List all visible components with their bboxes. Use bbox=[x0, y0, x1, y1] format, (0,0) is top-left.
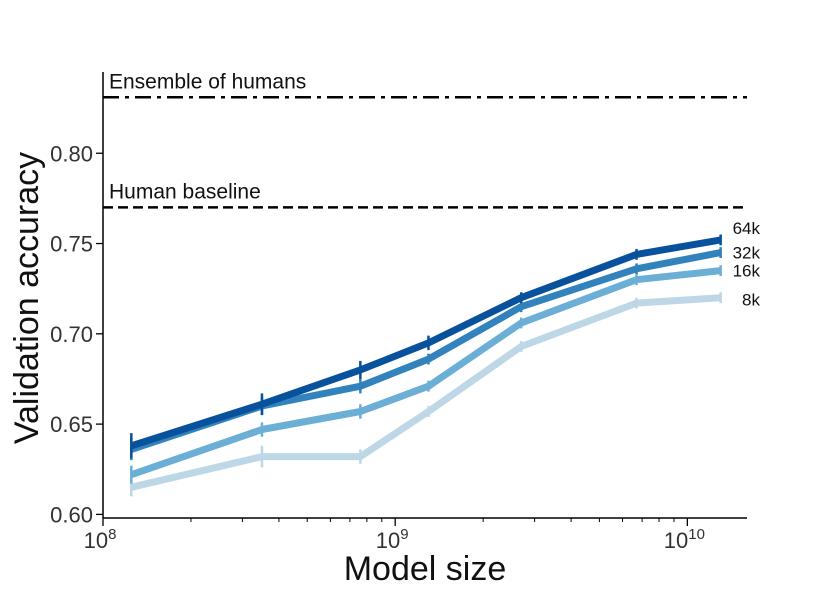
series-label-64k: 64k bbox=[733, 219, 761, 238]
y-tick-label: 0.70 bbox=[50, 322, 93, 347]
x-axis-title: Model size bbox=[344, 550, 507, 588]
series-label-32k: 32k bbox=[733, 244, 761, 263]
y-tick-label: 0.75 bbox=[50, 232, 93, 257]
series-16k bbox=[130, 265, 722, 484]
series-8k bbox=[130, 292, 722, 497]
reference-label-2: Human baseline bbox=[109, 180, 261, 203]
x-tick-label: 108 bbox=[84, 526, 117, 553]
y-tick-label: 0.65 bbox=[50, 412, 93, 437]
reference-lines: Ensemble of humans Human baseline bbox=[103, 70, 747, 209]
series-label-8k: 8k bbox=[742, 291, 760, 310]
y-axis-title: Validation accuracy bbox=[8, 152, 46, 444]
axes: 0.60 0.65 0.70 0.75 0.80 108 109 1010 bbox=[50, 72, 747, 553]
x-tick-label: 109 bbox=[376, 526, 409, 553]
series-lines bbox=[130, 234, 722, 497]
x-tick-label: 1010 bbox=[664, 526, 705, 553]
reference-label-1: Ensemble of humans bbox=[109, 70, 306, 93]
series-label-16k: 16k bbox=[733, 262, 761, 281]
series-64k bbox=[130, 234, 722, 459]
y-tick-label: 0.60 bbox=[50, 502, 93, 527]
series-line-8k bbox=[130, 294, 721, 491]
y-tick-label: 0.80 bbox=[50, 141, 93, 166]
